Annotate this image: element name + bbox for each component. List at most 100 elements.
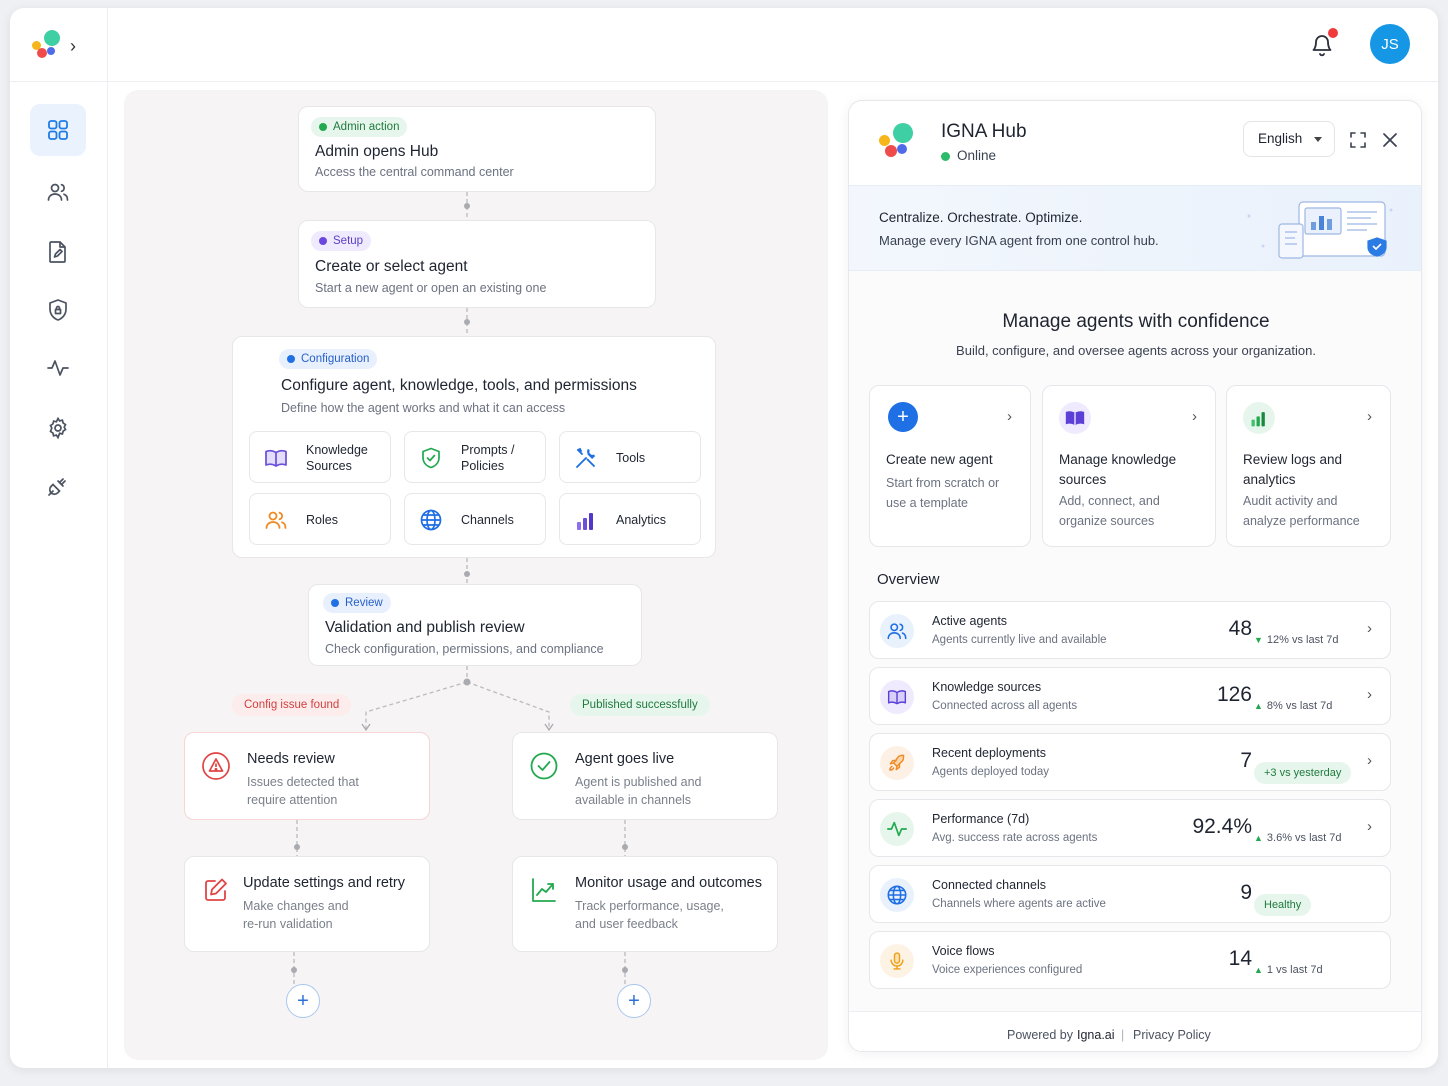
overview-knowledge-sources[interactable]: Knowledge sources Connected across all a…	[869, 667, 1391, 725]
document-edit-icon	[49, 241, 66, 263]
chevron-right-icon: ›	[1192, 408, 1197, 425]
overview-recent-deployments[interactable]: Recent deployments Agents deployed today…	[869, 733, 1391, 791]
overview-performance[interactable]: Performance (7d) Avg. success rate acros…	[869, 799, 1391, 857]
dashboard-illustration-icon	[1247, 201, 1393, 259]
action-manage-knowledge[interactable]: › Manage knowledge sources Add, connect,…	[1042, 385, 1216, 547]
step-validation-review[interactable]: Review Validation and publish review Che…	[308, 584, 642, 666]
footer-brand-link[interactable]: Igna.ai	[1077, 1028, 1115, 1042]
globe-icon	[880, 878, 914, 912]
sidebar-item-dashboard[interactable]	[30, 104, 86, 156]
notification-dot	[1328, 28, 1338, 38]
expand-icon[interactable]	[1349, 131, 1367, 149]
pulse-icon	[47, 360, 69, 376]
overview-subtitle: Agents currently live and available	[932, 634, 1107, 646]
sidebar-item-activity[interactable]	[30, 342, 86, 394]
language-select[interactable]: English	[1243, 121, 1335, 157]
overview-badge: +3 vs yesterday	[1254, 762, 1352, 784]
step-title: Admin opens Hub	[315, 143, 439, 160]
arrow-down-icon: ▼	[1254, 635, 1263, 645]
sidebar-item-users[interactable]	[30, 166, 86, 218]
step-pill: Admin action	[311, 117, 408, 137]
top-bar: › JS	[10, 8, 1438, 82]
expand-sidebar-chevron-icon[interactable]: ›	[70, 36, 76, 56]
sidebar-item-integrations[interactable]	[30, 460, 86, 512]
action-subtitle: Add, connect, and organize sources	[1059, 494, 1160, 528]
sidebar-item-documents[interactable]	[30, 226, 86, 278]
step-subtitle: Define how the agent works and what it c…	[281, 401, 566, 415]
overview-delta: ▲ 8% vs last 7d	[1254, 700, 1333, 712]
config-tools[interactable]: Tools	[559, 431, 701, 483]
igna-logo	[879, 123, 915, 159]
config-item-label: Knowledge Sources	[306, 443, 368, 473]
sidebar	[10, 82, 108, 1068]
hub-banner: Centralize. Orchestrate. Optimize. Manag…	[849, 185, 1421, 271]
overview-value: 48	[1228, 617, 1252, 640]
workflow-connectors	[291, 192, 628, 984]
step-subtitle: Access the central command center	[315, 165, 514, 179]
step-pill: Review	[323, 593, 391, 613]
action-subtitle: Audit activity and analyze performance	[1243, 494, 1360, 528]
notification-bell-icon[interactable]	[1310, 32, 1334, 58]
overview-delta: ▲ 1 vs last 7d	[1254, 964, 1323, 976]
overview-voice-flows[interactable]: Voice flows Voice experiences configured…	[869, 931, 1391, 989]
config-roles[interactable]: Roles	[249, 493, 391, 545]
tools-icon	[576, 447, 596, 468]
config-analytics[interactable]: Analytics	[559, 493, 701, 545]
outcome-title: Agent goes live	[575, 751, 675, 767]
pulse-icon	[880, 812, 914, 846]
step-title: Configure agent, knowledge, tools, and p…	[281, 377, 637, 394]
plus-circle-icon: +	[888, 402, 918, 432]
overview-connected-channels[interactable]: Connected channels Channels where agents…	[869, 865, 1391, 923]
add-step-button[interactable]: +	[286, 984, 320, 1018]
online-status-dot	[941, 152, 950, 161]
sidebar-item-settings[interactable]	[30, 402, 86, 454]
panel-body: Manage agents with confidence Build, con…	[849, 271, 1421, 1011]
plug-icon	[48, 478, 66, 496]
overview-subtitle: Channels where agents are active	[932, 898, 1106, 910]
step-subtitle: Start a new agent or open an existing on…	[315, 281, 547, 295]
action-create-agent[interactable]: + › Create new agent Start from scratch …	[869, 385, 1031, 547]
arrow-up-icon: ▲	[1254, 701, 1263, 711]
banner-title: Centralize. Orchestrate. Optimize.	[879, 210, 1083, 225]
overview-title: Overview	[877, 571, 940, 588]
user-avatar[interactable]: JS	[1370, 24, 1410, 64]
overview-value: 92.4%	[1192, 815, 1252, 838]
step-update-settings[interactable]: Update settings and retry Make changes a…	[184, 856, 430, 952]
step-configure-agent[interactable]: Configuration Configure agent, knowledge…	[232, 336, 716, 558]
footer-separator: |	[1121, 1028, 1125, 1042]
action-title: Manage knowledge sources	[1059, 452, 1177, 487]
arrow-up-icon: ▲	[1254, 833, 1263, 843]
bar-chart-icon	[577, 513, 593, 530]
outcome-title: Monitor usage and outcomes	[575, 875, 762, 891]
action-title: Review logs and analytics	[1243, 452, 1343, 487]
overview-value: 9	[1240, 881, 1252, 904]
trend-up-icon	[532, 878, 556, 902]
chevron-right-icon: ›	[1367, 620, 1372, 637]
chevron-right-icon: ›	[1367, 408, 1372, 425]
step-admin-opens-hub[interactable]: Admin action Admin opens Hub Access the …	[298, 106, 656, 192]
warning-icon	[202, 752, 230, 780]
config-knowledge-sources[interactable]: Knowledge Sources	[249, 431, 391, 483]
users-icon	[880, 614, 914, 648]
step-create-agent[interactable]: Setup Create or select agent Start a new…	[298, 220, 656, 308]
close-icon[interactable]	[1383, 133, 1397, 147]
step-title: Validation and publish review	[325, 619, 525, 636]
outcome-needs-review[interactable]: Needs review Issues detected that requir…	[184, 732, 430, 820]
config-prompts-policies[interactable]: Prompts / Policies	[404, 431, 546, 483]
config-item-label: Analytics	[616, 513, 667, 527]
panel-title: IGNA Hub	[941, 121, 1027, 142]
add-step-button[interactable]: +	[617, 984, 651, 1018]
action-review-logs[interactable]: › Review logs and analytics Audit activi…	[1226, 385, 1391, 547]
overview-title-text: Recent deployments	[932, 746, 1046, 760]
overview-active-agents[interactable]: Active agents Agents currently live and …	[869, 601, 1391, 659]
main-title: Manage agents with confidence	[1002, 311, 1270, 332]
book-icon	[1059, 402, 1091, 434]
config-item-label: Prompts / Policies	[461, 443, 515, 473]
step-monitor-usage[interactable]: Monitor usage and outcomes Track perform…	[512, 856, 778, 952]
sidebar-item-security[interactable]	[30, 284, 86, 336]
config-channels[interactable]: Channels	[404, 493, 546, 545]
igna-logo[interactable]	[32, 30, 62, 60]
footer-privacy-link[interactable]: Privacy Policy	[1133, 1028, 1211, 1042]
overview-title-text: Voice flows	[932, 944, 995, 958]
outcome-agent-live[interactable]: Agent goes live Agent is published and a…	[512, 732, 778, 820]
